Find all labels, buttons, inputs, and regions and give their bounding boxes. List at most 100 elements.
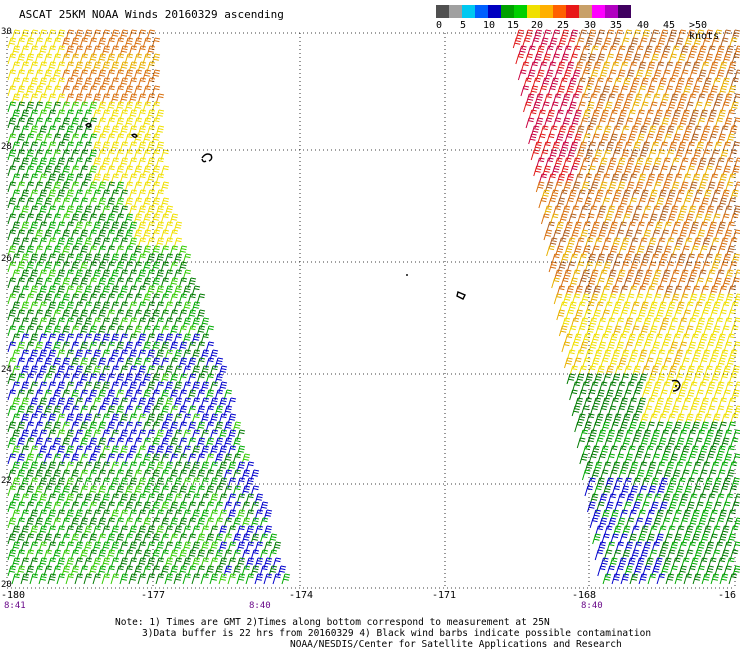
wind-barb <box>65 493 75 505</box>
wind-barb <box>588 117 598 129</box>
wind-barb <box>232 533 242 545</box>
wind-barb <box>83 541 93 553</box>
wind-barb <box>602 125 612 137</box>
wind-barb <box>178 357 188 369</box>
wind-barb <box>106 405 116 417</box>
wind-barb <box>639 549 649 561</box>
wind-barb <box>691 509 700 521</box>
wind-barb <box>155 413 165 425</box>
wind-barb <box>689 45 698 57</box>
wind-barb <box>92 269 102 281</box>
wind-barb <box>11 93 21 105</box>
wind-barb <box>645 245 654 257</box>
wind-barb <box>101 221 111 233</box>
wind-barb <box>187 469 197 481</box>
wind-barb <box>619 421 628 433</box>
wind-barb <box>701 373 711 385</box>
wind-barb <box>79 357 89 369</box>
wind-barb <box>642 541 652 553</box>
wind-barb <box>574 397 583 409</box>
wind-barb <box>560 29 570 41</box>
wind-barb <box>706 293 716 305</box>
lat-label: 22 <box>1 476 12 486</box>
wind-barb <box>655 533 664 545</box>
wind-barb <box>627 133 636 145</box>
wind-barb <box>124 197 134 209</box>
wind-barb <box>182 285 192 297</box>
legend-label: >50 knots <box>689 20 720 42</box>
wind-barb <box>56 301 66 313</box>
wind-barb <box>61 309 71 321</box>
wind-barb <box>650 501 659 513</box>
wind-barb <box>16 85 26 97</box>
wind-barb <box>674 485 684 497</box>
wind-barb <box>52 357 62 369</box>
wind-barb <box>619 197 628 209</box>
wind-barb <box>566 125 576 137</box>
wind-barb <box>654 245 663 257</box>
wind-barb <box>560 53 569 65</box>
wind-barb <box>676 101 685 113</box>
wind-barb <box>142 133 152 145</box>
wind-barb <box>70 389 80 401</box>
wind-barb <box>670 381 680 393</box>
wind-barb <box>604 101 613 113</box>
wind-barb <box>52 165 62 177</box>
wind-barb <box>663 245 672 257</box>
wind-barb <box>558 213 568 225</box>
wind-barb <box>92 541 102 553</box>
wind-barb <box>115 101 125 113</box>
wind-barb <box>61 117 71 129</box>
wind-barb <box>146 573 156 585</box>
wind-barb <box>47 573 57 585</box>
wind-barb <box>643 69 653 81</box>
wind-barb <box>609 245 618 257</box>
wind-barb <box>609 333 618 345</box>
wind-barb <box>56 333 66 345</box>
wind-barb <box>128 493 138 505</box>
wind-barb <box>7 69 17 81</box>
wind-barb <box>573 109 582 121</box>
wind-barb <box>155 525 165 537</box>
wind-barb <box>602 37 612 49</box>
wind-barb <box>532 101 541 113</box>
wind-barb <box>34 277 44 289</box>
wind-barb <box>92 461 102 473</box>
wind-barb <box>687 205 697 217</box>
wind-barb <box>637 533 646 545</box>
wind-barb <box>61 485 71 497</box>
wind-barb <box>625 269 635 281</box>
wind-barb <box>597 93 607 105</box>
wind-barb <box>218 573 228 585</box>
wind-barb <box>628 533 637 545</box>
wind-barb <box>97 373 107 385</box>
wind-barb <box>254 493 264 505</box>
wind-barb <box>43 325 53 337</box>
wind-barb <box>632 501 641 513</box>
wind-barb <box>620 237 630 249</box>
wind-barb <box>65 573 75 585</box>
wind-barb <box>38 349 48 361</box>
wind-barb <box>697 181 707 193</box>
wind-barb <box>119 61 129 73</box>
wind-barb <box>142 373 152 385</box>
wind-barb <box>523 101 532 113</box>
wind-barb <box>101 253 111 265</box>
wind-barb <box>515 53 524 65</box>
wind-barb <box>603 213 613 225</box>
legend-label: 15 <box>507 20 520 31</box>
wind-barb <box>647 125 657 137</box>
wind-barb <box>119 493 129 505</box>
wind-barb <box>178 341 188 353</box>
wind-barb <box>196 405 206 417</box>
wind-barb <box>79 245 89 257</box>
wind-barb <box>191 445 201 457</box>
wind-barb <box>97 485 107 497</box>
wind-barb <box>97 309 107 321</box>
wind-barb <box>142 453 152 465</box>
wind-barb <box>16 133 26 145</box>
wind-barb <box>47 301 57 313</box>
wind-barb <box>173 253 183 265</box>
wind-barb <box>629 37 639 49</box>
wind-barb <box>557 261 567 273</box>
